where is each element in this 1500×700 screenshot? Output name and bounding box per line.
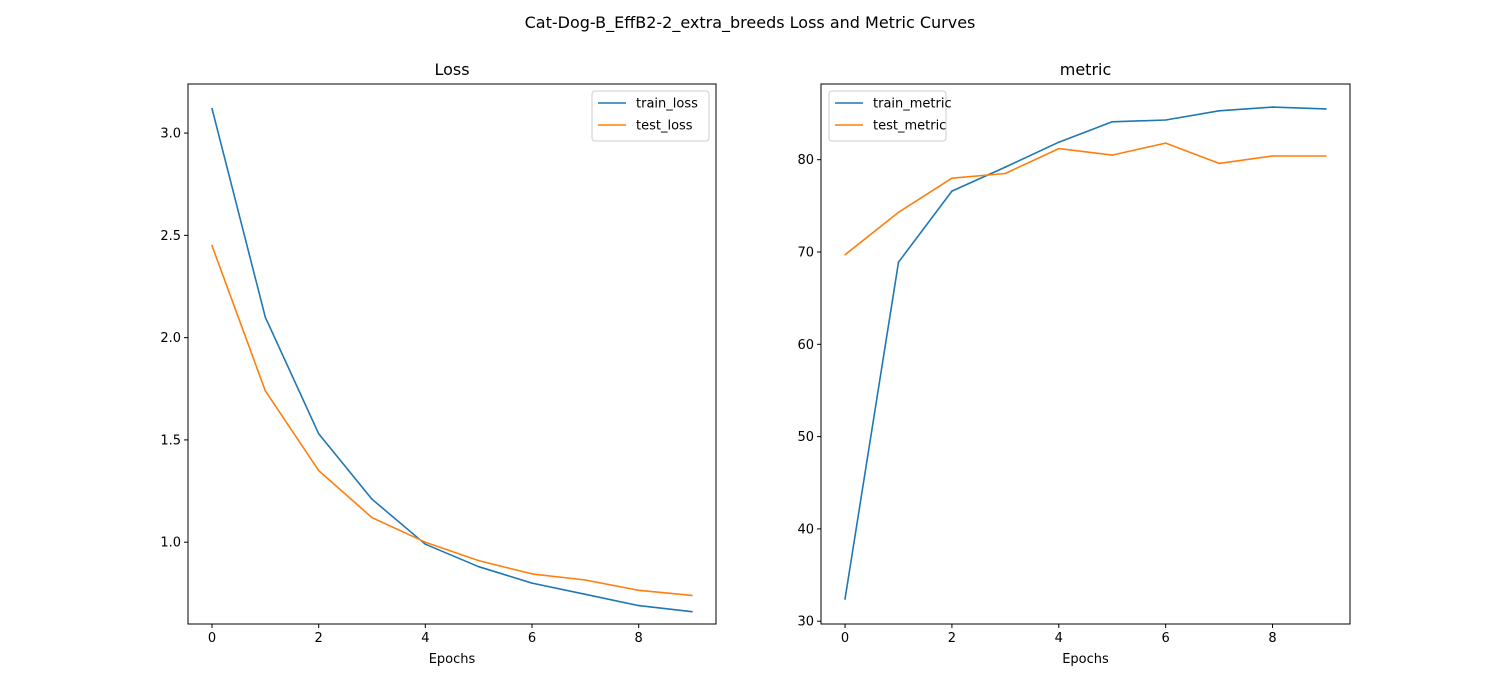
y-tick-label: 1.0 [160,536,181,551]
y-tick-label: 30 [797,615,814,630]
data-point-test_metric [1325,155,1327,157]
y-tick-label: 1.5 [160,433,181,448]
data-point-test_loss [584,579,587,581]
x-tick-label: 8 [635,631,643,646]
data-point-train_metric [1111,121,1114,123]
x-tick-label: 0 [841,631,849,646]
x-tick-label: 2 [315,631,323,646]
x-tick-label: 2 [948,631,956,646]
panel-title: metric [1060,60,1112,79]
x-axis-label: Epochs [1062,652,1109,667]
series-line-train_metric [844,106,1327,600]
data-point-train_metric [1004,166,1007,168]
data-point-test_loss [317,469,320,472]
data-point-test_loss [264,390,267,392]
series-line-train_loss [211,108,693,613]
data-point-train_loss [317,432,320,435]
data-point-test_loss [211,244,213,247]
data-point-test_loss [691,594,693,597]
y-tick-label: 2.0 [160,331,181,346]
x-tick-label: 8 [1268,631,1276,646]
data-point-test_metric [1004,172,1007,175]
y-tick-label: 2.5 [160,229,181,244]
data-point-test_metric [1271,155,1274,157]
legend-label-test_metric: test_metric [873,119,946,134]
data-point-test_metric [1164,142,1167,144]
data-point-test_metric [1111,154,1114,156]
data-point-train_loss [477,565,480,568]
y-tick-label: 60 [797,338,814,353]
data-point-test_loss [531,573,533,575]
data-point-train_metric [1164,119,1167,121]
y-tick-label: 50 [797,430,814,445]
data-point-train_loss [584,593,587,596]
x-tick-label: 4 [421,631,429,646]
data-point-train_loss [691,610,693,613]
data-point-test_metric [951,177,953,179]
data-point-train_metric [844,598,846,600]
chart-panel-0: Loss 0 2 4 6 8 1.0 1.5 2.0 2.5 3.0 Epochs train_loss… [160,60,717,667]
data-point-train_metric [951,190,953,192]
series-line-test_metric [844,142,1326,256]
legend-label-train_loss: train_loss [636,97,698,112]
data-point-test_metric [844,253,846,256]
data-point-train_metric [1057,141,1060,143]
data-point-train_metric [1218,109,1220,112]
data-point-test_loss [477,559,480,562]
data-point-test_loss [424,541,427,543]
panel-title: Loss [434,60,469,79]
y-tick-label: 70 [797,246,814,261]
x-tick-label: 4 [1055,631,1063,646]
data-point-train_loss [371,498,373,501]
data-point-test_metric [1218,162,1220,165]
y-tick-label: 40 [797,522,814,537]
data-point-train_loss [531,582,533,584]
x-tick-label: 6 [528,631,536,646]
figure-title: Cat-Dog-B_EffB2-2_extra_breeds Loss and … [525,13,976,33]
legend-label-train_metric: train_metric [873,97,952,112]
axes-frame [820,83,1351,625]
legend: train_metric test_metric [828,90,952,142]
data-point-train_loss [264,316,267,318]
data-point-test_loss [371,516,373,519]
y-tick-label: 3.0 [160,127,181,142]
x-tick-label: 0 [208,631,216,646]
legend: train_loss test_loss [591,90,710,142]
data-point-train_loss [424,543,427,546]
data-point-train_loss [211,107,213,110]
data-point-train_loss [637,604,640,607]
data-point-test_metric [897,211,900,214]
data-point-test_loss [637,589,640,592]
x-tick-label: 6 [1162,631,1170,646]
x-axis-label: Epochs [429,652,476,667]
data-point-train_metric [1325,108,1327,110]
data-point-train_metric [897,261,900,263]
axes-frame [187,83,717,625]
series-line-test_loss [211,245,693,597]
data-point-train_metric [1271,106,1274,108]
y-tick-label: 80 [797,153,814,168]
data-point-test_metric [1057,147,1060,150]
legend-label-test_loss: test_loss [636,119,693,134]
chart-panel-1: metric 0 2 4 6 8 30 40 50 60 70 80 Epochs train_metri… [797,60,1351,667]
